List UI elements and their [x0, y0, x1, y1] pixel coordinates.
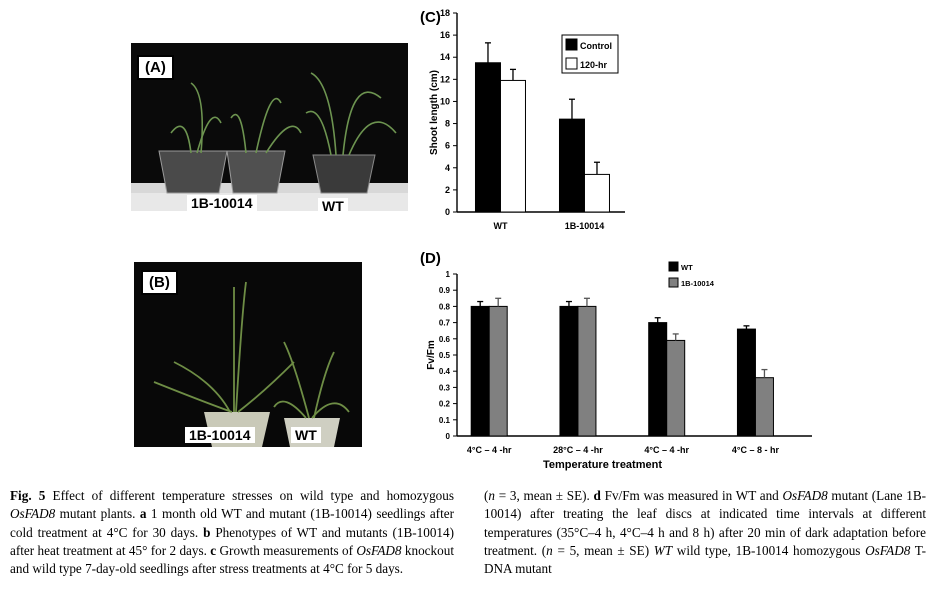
caption-run: knockout and wild type 7-day-old seedlin… [10, 542, 454, 577]
figure-caption-left: Fig. 5 Effect of different temperature s… [10, 487, 454, 578]
y-tick-label: 0 [445, 207, 450, 217]
y-tick-label: 18 [440, 8, 450, 18]
fvfm-chart: 0 0.1 0.2 0.3 0.4 0.5 0.6 0.7 0.8 0.9 1 Fv/Fm 4°C – … [426, 261, 812, 471]
legend-swatch [668, 277, 679, 288]
legend-swatch [668, 261, 679, 272]
caption-run: OsFAD8 [865, 542, 911, 558]
caption-run: Growth measurements of [216, 542, 357, 558]
y-tick-label: 2 [445, 185, 450, 195]
y-tick-label: 4 [445, 163, 450, 173]
caption-run: c [210, 542, 217, 558]
x-category-label: 4°C – 8 - hr [732, 445, 780, 455]
caption-run: mutant (Lane 1B-10014) after treating th… [484, 488, 927, 558]
caption-run: Fig. 5 [10, 488, 46, 503]
y-tick-label: 0.9 [439, 286, 451, 295]
legend-label: 120-hr [580, 60, 608, 70]
y-tick-label: 1 [446, 270, 451, 279]
caption-run: ( [484, 488, 489, 503]
panel-tag-b: (B) [141, 270, 178, 295]
y-tick-label: 6 [445, 141, 450, 151]
label-wt-b: WT [291, 427, 321, 443]
caption-run: n [546, 542, 553, 558]
figure-caption-right: (n = 3, mean ± SE). d Fv/Fm was measured… [484, 487, 926, 578]
caption-run: mutant plants. [55, 506, 140, 522]
legend-label: 1B-10014 [681, 279, 715, 288]
bar-wt-3 [736, 328, 756, 437]
bar-wt-0 [470, 305, 490, 437]
caption-run: = 5, mean ± SE) [552, 542, 654, 558]
caption-run: Effect of different temperature stresses… [45, 488, 455, 503]
legend-swatch [565, 38, 578, 51]
x-category-label: 28°C – 4 -hr [553, 445, 603, 455]
y-axis-label: Shoot length (cm) [429, 70, 440, 155]
legend-swatch [565, 57, 578, 70]
y-tick-label: 12 [440, 74, 450, 84]
y-tick-label: 0.4 [439, 367, 451, 376]
panel-tag-a: (A) [137, 55, 174, 80]
bar-control-1 [558, 118, 585, 213]
caption-run: a [139, 506, 147, 522]
bar-control-0 [474, 62, 501, 213]
bar-wt-2 [648, 322, 668, 437]
bar-120-hr-1 [583, 173, 610, 213]
y-tick-label: 16 [440, 30, 450, 40]
shoot-length-chart: 0 2 4 6 8 10 12 14 16 18 Shoot length (cm) WT 1B-100… [429, 8, 625, 231]
caption-run: OsFAD8 [356, 542, 402, 558]
bar-1b-10014-1 [577, 305, 597, 437]
legend-label: Control [580, 41, 612, 51]
x-category-label: 1B-10014 [565, 221, 605, 231]
bar-wt-1 [559, 305, 579, 437]
x-category-label: WT [493, 221, 507, 231]
y-tick-label: 8 [445, 119, 450, 129]
caption-run: Fv/Fm was measured in WT and [600, 488, 783, 503]
y-tick-label: 0 [446, 432, 451, 441]
chart-tag-c: (C) [420, 9, 441, 26]
chart-tag-d: (D) [420, 250, 441, 267]
y-tick-label: 0.6 [439, 335, 451, 344]
caption-run: wild type, 1B-10014 homozygous [672, 542, 866, 558]
caption-run: OsFAD8 [10, 506, 56, 522]
caption-run: Phenotypes of WT and mutants (1B-10014) … [10, 524, 454, 558]
y-tick-label: 0.7 [439, 319, 451, 328]
label-wt-a: WT [318, 198, 348, 214]
y-tick-label: 14 [440, 52, 450, 62]
legend-label: WT [681, 263, 693, 272]
y-tick-label: 0.3 [439, 383, 451, 392]
caption-run: T-DNA mutant [484, 542, 926, 577]
bar-1b-10014-0 [488, 305, 508, 437]
label-mutant-b: 1B-10014 [185, 427, 255, 443]
label-mutant-a: 1B-10014 [187, 195, 257, 211]
x-axis-label: Temperature treatment [543, 459, 662, 471]
caption-run: OsFAD8 [782, 488, 828, 503]
bar-120-hr-0 [499, 79, 526, 213]
caption-run: b [203, 524, 211, 540]
caption-run: 1 month old WT and mutant (1B-10014) see… [10, 506, 454, 540]
legend-frame [561, 34, 619, 74]
y-tick-label: 0.1 [439, 416, 451, 425]
bar-1b-10014-3 [754, 377, 774, 437]
y-tick-label: 0.8 [439, 302, 451, 311]
caption-run: d [593, 488, 601, 503]
y-axis-label: Fv/Fm [426, 340, 437, 370]
bar-1b-10014-2 [666, 339, 686, 437]
x-category-label: 4°C – 4 -hr [644, 445, 689, 455]
x-category-label: 4°C – 4 -hr [467, 445, 512, 455]
y-tick-label: 0.2 [439, 400, 451, 409]
caption-run: = 3, mean ± SE). [495, 488, 594, 503]
rice-seedlings-heat-photo [134, 262, 362, 447]
y-tick-label: 0.5 [439, 351, 451, 360]
caption-run: WT [653, 542, 673, 558]
caption-run: n [488, 488, 495, 503]
y-tick-label: 10 [440, 96, 450, 106]
